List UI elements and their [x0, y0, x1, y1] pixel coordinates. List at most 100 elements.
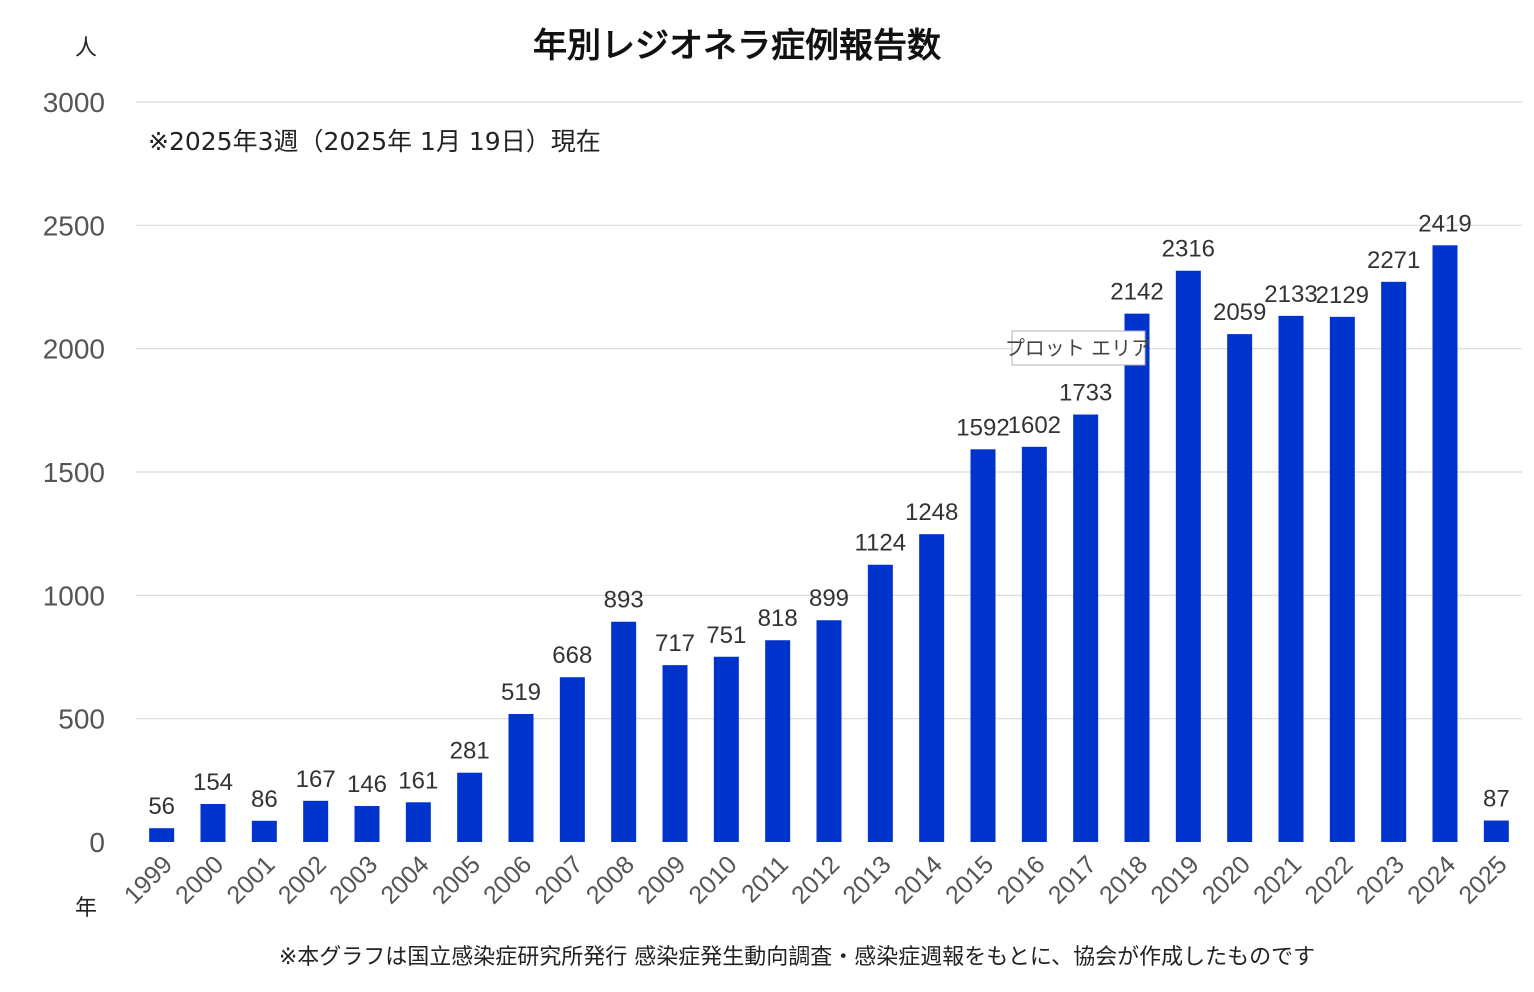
- bar: [970, 449, 996, 842]
- bar: [405, 802, 431, 842]
- bar: [508, 713, 534, 842]
- y-tick-label: 3000: [43, 87, 105, 118]
- data-label: 281: [450, 738, 490, 765]
- bar: [1278, 315, 1304, 842]
- x-tick-label: 2012: [786, 850, 845, 909]
- data-label: 2419: [1418, 210, 1471, 237]
- data-label: 899: [809, 585, 849, 612]
- data-label: 818: [758, 605, 798, 632]
- as-of-note: ※2025年3週（2025年 1月 19日）現在: [148, 127, 601, 156]
- data-labels: 56 154 86 167 146 161 281 519 668 893 717 751 818 899…: [148, 210, 1509, 820]
- x-tick-label: 2011: [736, 850, 794, 908]
- x-tick-label: 1999: [119, 850, 178, 909]
- bar: [765, 640, 791, 842]
- data-label: 161: [398, 767, 438, 794]
- bar: [200, 804, 226, 842]
- y-tick-label: 500: [58, 704, 105, 735]
- bar: [1175, 270, 1201, 843]
- data-label: 154: [193, 769, 233, 796]
- data-label: 1124: [855, 530, 907, 557]
- y-tick-label: 1500: [43, 457, 105, 488]
- x-tick-label: 2021: [1248, 850, 1307, 909]
- data-label: 668: [552, 642, 592, 669]
- data-label: 2133: [1264, 281, 1317, 308]
- data-label: 1592: [956, 414, 1009, 441]
- y-tick-label: 0: [89, 827, 105, 858]
- x-tick-label: 2005: [427, 850, 486, 909]
- x-tick-label: 2018: [1094, 850, 1153, 909]
- y-axis-ticks: 0 500 1000 1500 2000 2500 3000: [43, 87, 105, 858]
- data-label: 717: [655, 630, 695, 657]
- chart-title: 年別レジオネラ症例報告数: [533, 26, 941, 66]
- bar: [1124, 313, 1150, 842]
- data-label: 1602: [1008, 412, 1061, 439]
- bar: [303, 800, 329, 842]
- x-axis-ticks: 1999200020012002200320042005200620072008…: [119, 850, 1513, 909]
- x-tick-label: 2003: [324, 850, 383, 909]
- bar: [559, 677, 585, 842]
- x-tick-label: 2016: [991, 850, 1050, 909]
- bar: [867, 564, 893, 842]
- y-axis-unit-label: 人: [75, 36, 97, 61]
- x-tick-label: 2000: [170, 850, 229, 909]
- bar: [1381, 281, 1407, 842]
- bar: [611, 621, 637, 842]
- bar: [1432, 245, 1458, 842]
- y-tick-label: 2500: [43, 210, 105, 241]
- bar: [1329, 316, 1355, 842]
- tooltip-box: [1011, 330, 1146, 366]
- x-tick-label: 2019: [1145, 850, 1204, 909]
- data-label: 2271: [1367, 247, 1420, 274]
- data-label: 56: [148, 793, 175, 820]
- bar: [816, 620, 842, 842]
- bar: [149, 828, 175, 842]
- source-footnote: ※本グラフは国立感染症研究所発行 感染症発生動向調査・感染症週報をもとに、協会が…: [279, 945, 1315, 970]
- data-label: 893: [604, 587, 644, 614]
- bar: [713, 656, 739, 842]
- x-tick-label: 2001: [221, 850, 280, 909]
- data-label: 2316: [1162, 236, 1215, 263]
- tooltip-text: プロット エリア: [1005, 336, 1151, 360]
- x-tick-label: 2024: [1402, 850, 1461, 909]
- x-tick-label: 2020: [1197, 850, 1256, 909]
- data-label: 146: [347, 771, 387, 798]
- bars: [149, 245, 1509, 843]
- data-label: 87: [1483, 786, 1510, 813]
- x-tick-label: 2008: [581, 850, 640, 909]
- x-tick-label: 2010: [683, 850, 742, 909]
- y-tick-label: 1000: [43, 580, 105, 611]
- x-tick-label: 2009: [632, 850, 691, 909]
- bar: [1227, 334, 1253, 842]
- x-tick-label: 2002: [273, 850, 332, 909]
- x-tick-label: 2004: [375, 850, 434, 909]
- x-tick-label: 2006: [478, 850, 537, 909]
- bar: [251, 820, 277, 842]
- x-axis-unit-label: 年: [75, 896, 97, 921]
- bar: [919, 534, 945, 842]
- x-tick-label: 2015: [940, 850, 999, 909]
- data-label: 167: [296, 766, 336, 793]
- data-label: 1248: [905, 499, 958, 526]
- data-label: 519: [501, 679, 541, 706]
- x-tick-label: 2014: [889, 850, 948, 909]
- data-label: 1733: [1059, 380, 1112, 407]
- bar: [1483, 820, 1509, 842]
- x-tick-label: 2007: [529, 850, 588, 909]
- plot-area-tooltip: プロット エリア: [1005, 330, 1151, 366]
- bar: [354, 805, 380, 842]
- bar: [662, 665, 688, 842]
- data-label: 2059: [1213, 299, 1266, 326]
- x-tick-label: 2022: [1299, 850, 1358, 909]
- x-tick-label: 2023: [1351, 850, 1410, 909]
- x-tick-label: 2017: [1043, 850, 1102, 909]
- x-tick-label: 2013: [837, 850, 896, 909]
- bar: [1073, 414, 1099, 842]
- bar: [457, 772, 483, 842]
- x-tick-label: 2025: [1453, 850, 1512, 909]
- y-tick-label: 2000: [43, 334, 105, 365]
- data-label: 751: [706, 622, 746, 649]
- data-label: 2142: [1110, 279, 1163, 306]
- bar: [1021, 446, 1047, 842]
- data-label: 2129: [1316, 282, 1369, 309]
